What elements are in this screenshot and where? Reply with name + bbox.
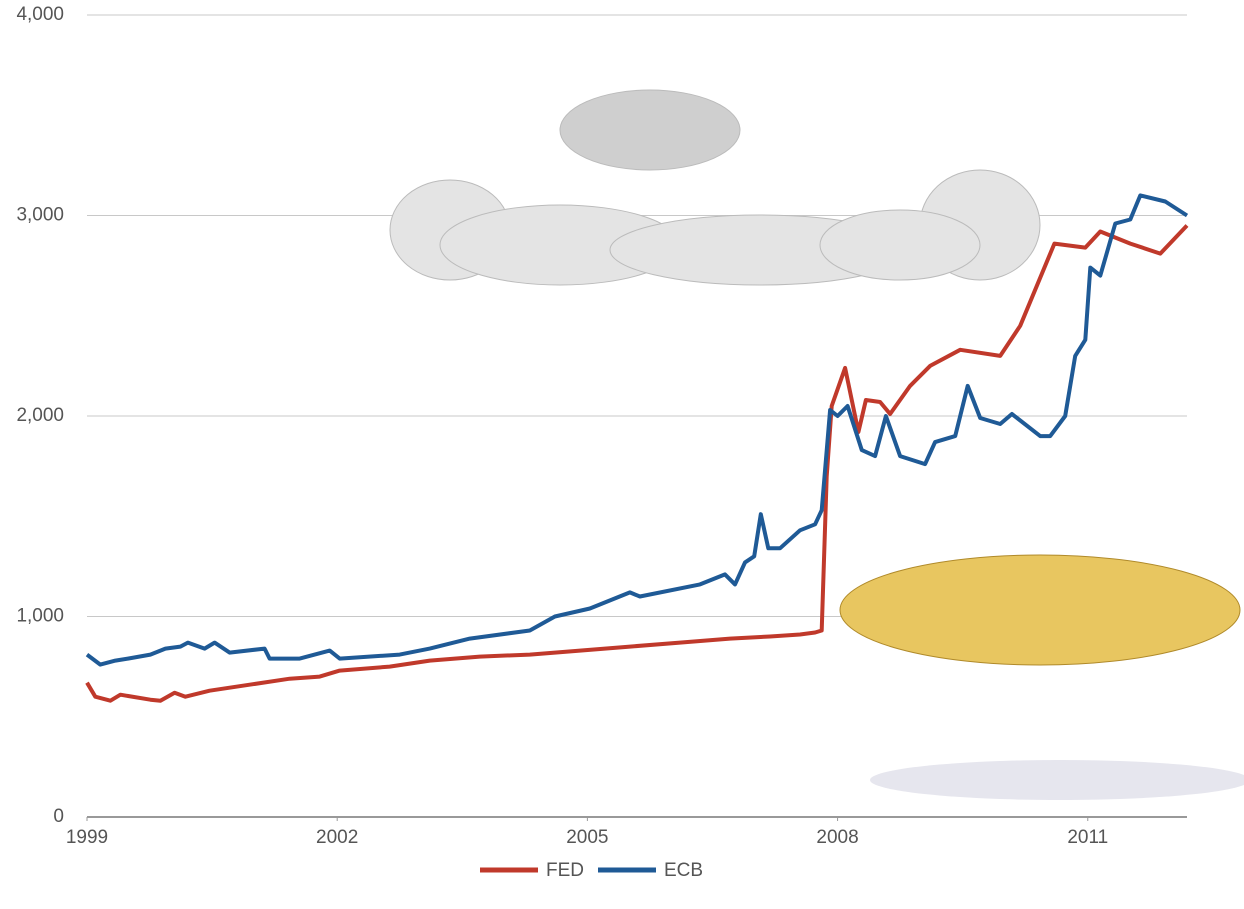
illustration-cloud	[389, 89, 1041, 286]
line-series	[85, 224, 1189, 703]
grid	[87, 14, 1187, 818]
x-tick-label: 2005	[566, 827, 608, 848]
y-tick-label: 2,000	[16, 405, 64, 426]
legend-label: ECB	[664, 860, 703, 881]
line-series	[85, 193, 1189, 667]
y-tick-label: 0	[53, 806, 64, 827]
illustration-coin	[839, 554, 1244, 800]
y-tick-label: 3,000	[16, 205, 64, 226]
x-tick-label: 2011	[1067, 827, 1108, 848]
y-tick-label: 1,000	[16, 606, 64, 627]
x-tick-label: 2008	[816, 827, 858, 848]
x-tick-label: 2002	[316, 827, 358, 848]
legend-label: FED	[546, 860, 584, 881]
x-tick-label: 1999	[66, 827, 108, 848]
y-tick-label: 4,000	[16, 4, 64, 25]
